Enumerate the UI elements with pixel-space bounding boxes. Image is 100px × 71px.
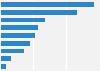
Bar	[1, 18, 45, 22]
Bar	[1, 25, 38, 30]
Bar	[1, 2, 94, 7]
Bar	[1, 33, 35, 38]
Bar	[1, 49, 23, 53]
Bar	[1, 41, 30, 46]
Bar	[1, 64, 6, 69]
Bar	[1, 56, 11, 61]
Bar	[1, 10, 77, 15]
